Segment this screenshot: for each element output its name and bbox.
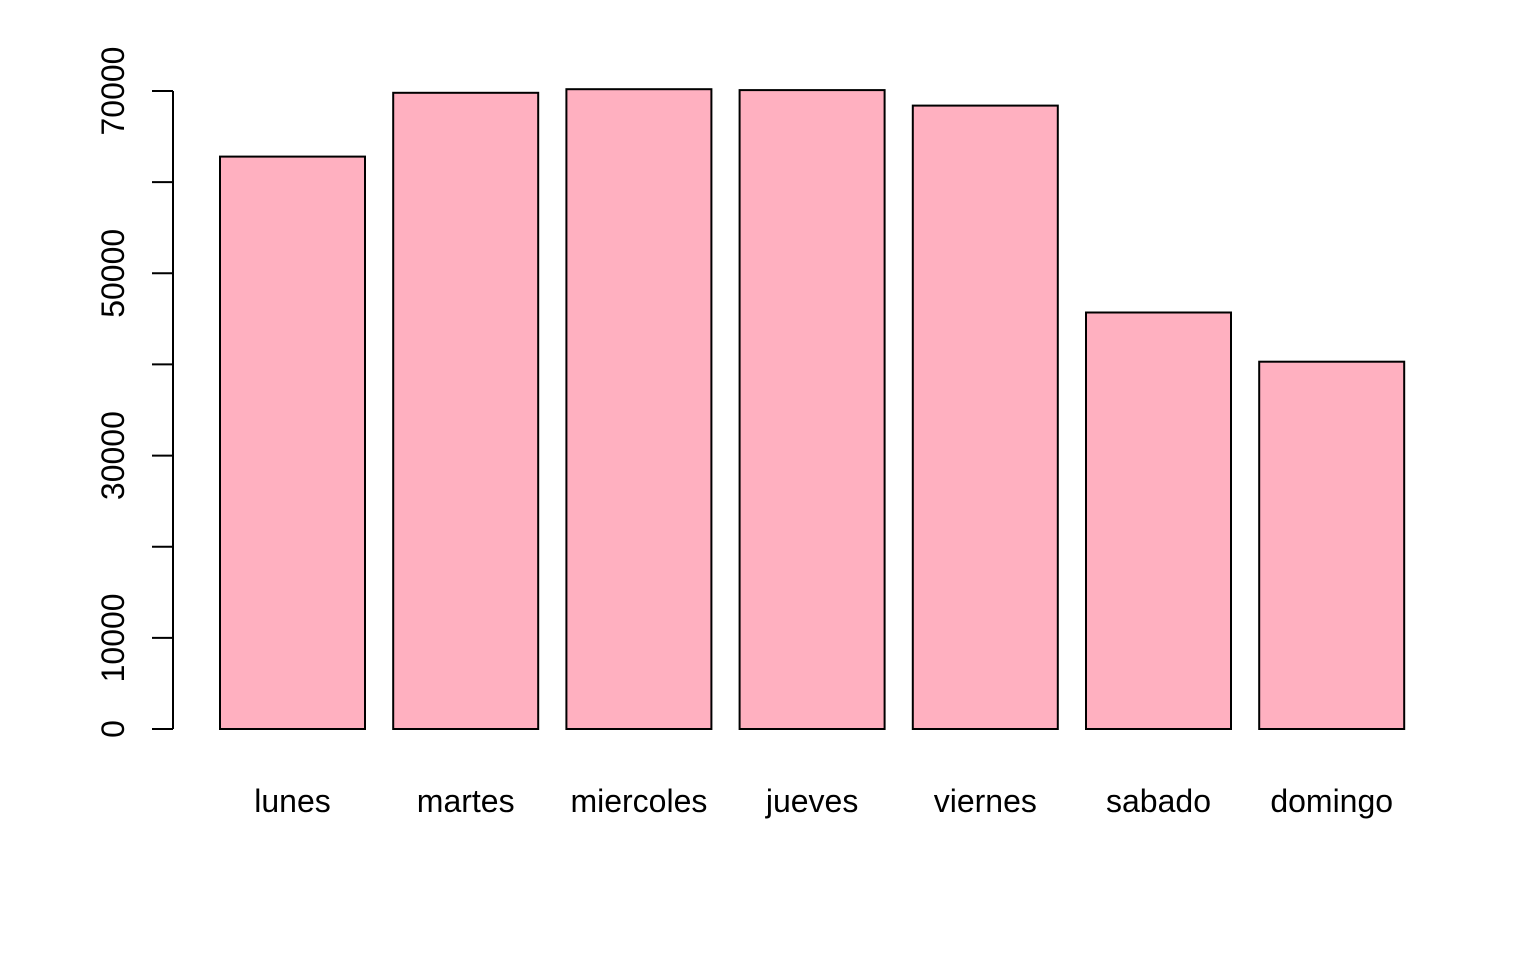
x-tick-label-martes: martes bbox=[417, 783, 515, 819]
bar-miercoles bbox=[565, 88, 713, 730]
bar-martes bbox=[392, 91, 540, 731]
y-axis: 0 10000 30000 50000 70000 bbox=[95, 47, 174, 738]
x-tick-label-lunes: lunes bbox=[254, 783, 331, 819]
y-tick-label-0: 0 bbox=[95, 720, 131, 738]
y-tick-label-10000: 10000 bbox=[95, 593, 131, 682]
x-tick-label-domingo: domingo bbox=[1270, 783, 1393, 819]
x-axis-labels: lunes martes miercoles jueves viernes sabado d… bbox=[254, 783, 1393, 819]
x-tick-label-miercoles: miercoles bbox=[570, 783, 707, 819]
x-tick-label-jueves: jueves bbox=[765, 783, 859, 819]
bar-viernes bbox=[911, 104, 1059, 731]
x-tick-label-sabado: sabado bbox=[1106, 783, 1211, 819]
bar-sabado bbox=[1085, 311, 1232, 730]
bar-domingo bbox=[1258, 360, 1406, 730]
y-tick-label-30000: 30000 bbox=[95, 411, 131, 500]
bar-lunes bbox=[219, 155, 366, 731]
bar-jueves bbox=[738, 89, 886, 731]
y-tick-label-70000: 70000 bbox=[95, 47, 131, 136]
bars-group bbox=[219, 88, 1406, 731]
x-tick-label-viernes: viernes bbox=[934, 783, 1037, 819]
y-tick-label-50000: 50000 bbox=[95, 229, 131, 318]
